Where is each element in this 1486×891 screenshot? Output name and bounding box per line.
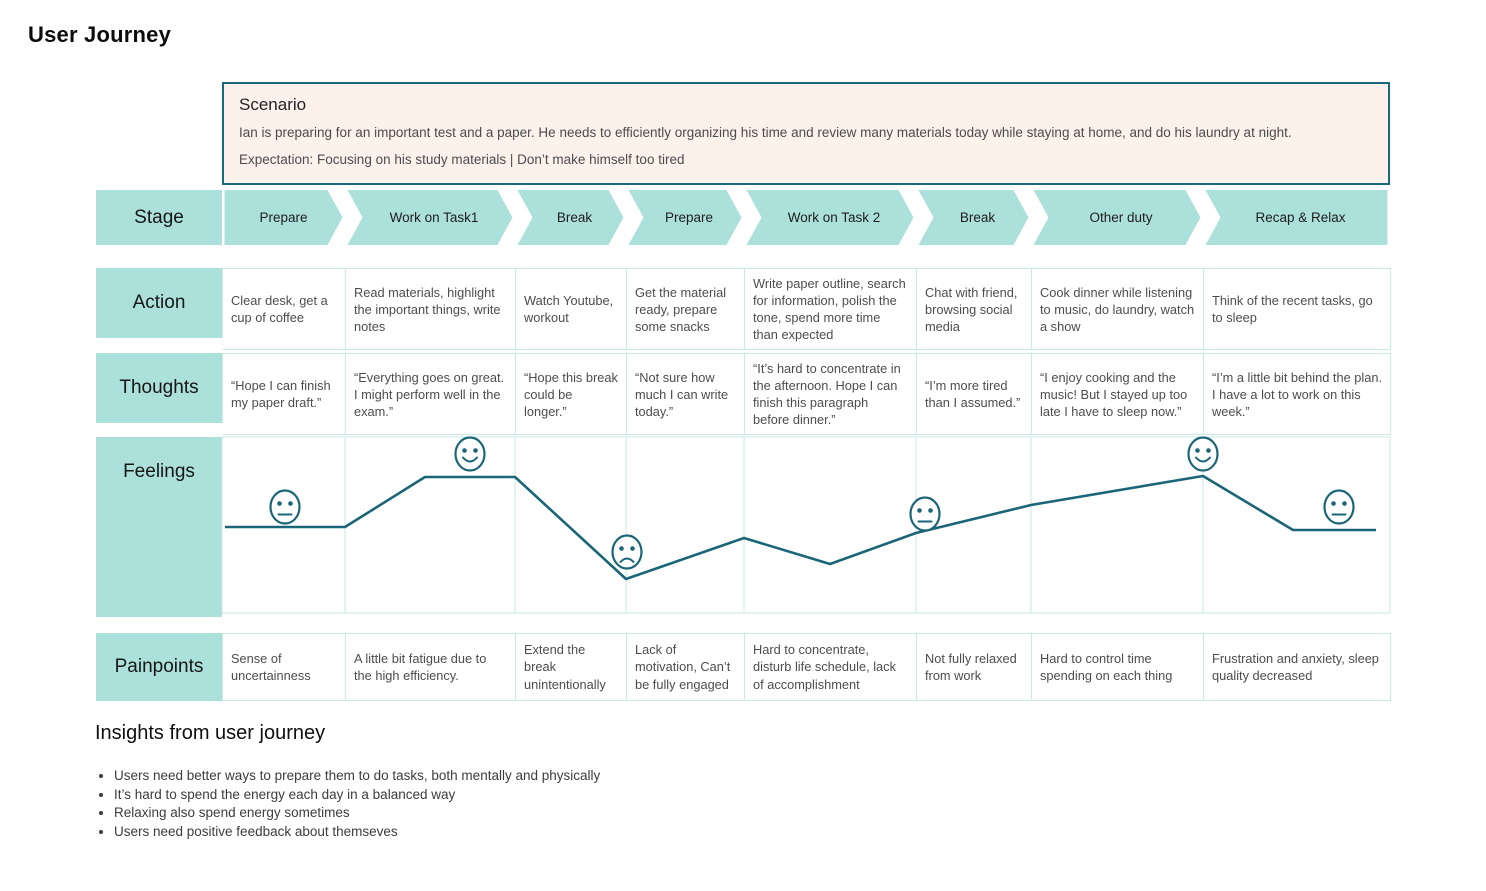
- thoughts-cell: “I enjoy cooking and the music! But I st…: [1032, 353, 1204, 436]
- painpoints-cell-text: A little bit fatigue due to the high eff…: [354, 650, 487, 683]
- stage-label: Prepare: [259, 210, 307, 225]
- painpoints-row: Sense of uncertainness A little bit fatig…: [222, 633, 1391, 701]
- action-cell-text: Get the material ready, prepare some sna…: [635, 284, 727, 334]
- action-cell: Think of the recent tasks, go to sleep: [1204, 268, 1391, 351]
- action-cell-text: Chat with friend, browsing social media: [925, 284, 1018, 334]
- thoughts-cell-text: “Hope I can finish my paper draft.”: [231, 378, 331, 411]
- row-label-thoughts: Thoughts: [96, 353, 222, 423]
- painpoints-cell: Frustration and anxiety, sleep quality d…: [1204, 633, 1391, 701]
- thoughts-row: “Hope I can finish my paper draft.” “Ever…: [222, 353, 1391, 436]
- painpoints-cell: A little bit fatigue due to the high eff…: [346, 633, 516, 701]
- painpoints-cell: Sense of uncertainness: [223, 633, 346, 701]
- insights-heading: Insights from user journey: [95, 722, 326, 744]
- insight-item: It’s hard to spend the energy each day i…: [114, 787, 600, 802]
- face-neutral-icon: [1323, 489, 1355, 525]
- scenario-description: Ian is preparing for an important test a…: [239, 125, 1292, 140]
- stage-label: Break: [557, 210, 593, 225]
- action-cell-text: Think of the recent tasks, go to sleep: [1212, 293, 1373, 326]
- stage-chevron: [746, 190, 914, 245]
- scenario-expectation: Expectation: Focusing on his study mater…: [239, 152, 685, 168]
- thoughts-cell-text: “I’m more tired than I assumed.”: [925, 378, 1021, 411]
- stage-label: Recap & Relax: [1255, 210, 1345, 225]
- action-cell: Watch Youtube, workout: [516, 268, 627, 351]
- stage-label: Other duty: [1089, 210, 1152, 225]
- stage-chevron-strip: Prepare Work on Task1 Break Prepare Work on …: [224, 190, 1388, 245]
- thoughts-cell: “Hope I can finish my paper draft.”: [223, 353, 346, 436]
- thoughts-cell: “I’m more tired than I assumed.”: [917, 353, 1032, 436]
- feelings-chart: [221, 436, 1391, 614]
- stage-label: Prepare: [665, 210, 713, 225]
- action-cell: Cook dinner while listening to music, do…: [1032, 268, 1204, 351]
- stage-label: Break: [960, 210, 996, 225]
- thoughts-cell: “Everything goes on great. I might perfo…: [346, 353, 516, 436]
- row-label-painpoints: Painpoints: [96, 633, 222, 701]
- action-cell: Write paper outline, search for informat…: [745, 268, 917, 351]
- scenario-box: Scenario Ian is preparing for an importa…: [222, 82, 1390, 185]
- stage-label: Work on Task1: [390, 210, 479, 225]
- action-cell-text: Clear desk, get a cup of coffee: [231, 293, 328, 326]
- stage-chevron: [224, 190, 343, 245]
- insights-list: Users need better ways to prepare them t…: [97, 768, 600, 842]
- thoughts-cell-text: “Hope this break could be longer.”: [524, 369, 618, 419]
- painpoints-cell-text: Frustration and anxiety, sleep quality d…: [1212, 650, 1379, 683]
- stage-chevron: [628, 190, 742, 245]
- feelings-curve: [225, 474, 1376, 581]
- stage-chevron: [347, 190, 513, 245]
- insight-item: Relaxing also spend energy sometimes: [114, 805, 600, 820]
- action-cell: Clear desk, get a cup of coffee: [223, 268, 346, 351]
- stage-chevron: [1033, 190, 1201, 245]
- stage-chevron: [1205, 190, 1388, 245]
- row-label-action: Action: [96, 268, 222, 338]
- thoughts-cell-text: “Everything goes on great. I might perfo…: [354, 369, 505, 419]
- painpoints-cell-text: Extend the break unintentionally: [524, 642, 606, 692]
- thoughts-cell: “Hope this break could be longer.”: [516, 353, 627, 436]
- painpoints-cell-text: Sense of uncertainness: [231, 650, 311, 683]
- painpoints-cell: Hard to concentrate, disturb life schedu…: [745, 633, 917, 701]
- painpoints-cell: Lack of motivation, Can’t be fully engag…: [627, 633, 745, 701]
- row-label-stage: Stage: [96, 190, 222, 245]
- thoughts-cell-text: “Not sure how much I can write today.”: [635, 369, 729, 419]
- action-cell: Read materials, highlight the important …: [346, 268, 516, 351]
- thoughts-cell: “I’m a little bit behind the plan. I hav…: [1204, 353, 1391, 436]
- stage-label: Work on Task 2: [788, 210, 881, 225]
- thoughts-cell-text: “I’m a little bit behind the plan. I hav…: [1212, 369, 1383, 419]
- action-row: Clear desk, get a cup of coffee Read mate…: [222, 268, 1391, 351]
- painpoints-cell-text: Lack of motivation, Can’t be fully engag…: [635, 642, 731, 692]
- painpoints-cell: Hard to control time spending on each th…: [1032, 633, 1204, 701]
- action-cell-text: Cook dinner while listening to music, do…: [1040, 284, 1195, 334]
- thoughts-cell: “It’s hard to concentrate in the afterno…: [745, 353, 917, 436]
- face-happy-icon: [1187, 436, 1219, 472]
- stage-chevron: [918, 190, 1029, 245]
- action-cell-text: Read materials, highlight the important …: [354, 284, 501, 334]
- scenario-title: Scenario: [239, 95, 307, 114]
- insight-item: Users need positive feedback about thems…: [114, 824, 600, 839]
- painpoints-cell-text: Not fully relaxed from work: [925, 650, 1017, 683]
- stage-chevron: [517, 190, 624, 245]
- thoughts-cell-text: “It’s hard to concentrate in the afterno…: [753, 361, 901, 428]
- painpoints-cell: Not fully relaxed from work: [917, 633, 1032, 701]
- thoughts-cell: “Not sure how much I can write today.”: [627, 353, 745, 436]
- thoughts-cell-text: “I enjoy cooking and the music! But I st…: [1040, 369, 1188, 419]
- face-neutral-icon: [269, 489, 301, 525]
- row-label-feelings: Feelings: [96, 437, 222, 617]
- face-neutral-icon: [909, 496, 941, 532]
- action-cell-text: Write paper outline, search for informat…: [753, 276, 906, 343]
- action-cell: Chat with friend, browsing social media: [917, 268, 1032, 351]
- action-cell: Get the material ready, prepare some sna…: [627, 268, 745, 351]
- painpoints-cell: Extend the break unintentionally: [516, 633, 627, 701]
- painpoints-cell-text: Hard to control time spending on each th…: [1040, 650, 1173, 683]
- insight-item: Users need better ways to prepare them t…: [114, 768, 600, 783]
- face-sad-icon: [611, 534, 643, 570]
- action-cell-text: Watch Youtube, workout: [524, 293, 614, 326]
- painpoints-cell-text: Hard to concentrate, disturb life schedu…: [753, 642, 896, 692]
- face-happy-icon: [454, 436, 486, 472]
- page-title: User Journey: [28, 22, 172, 47]
